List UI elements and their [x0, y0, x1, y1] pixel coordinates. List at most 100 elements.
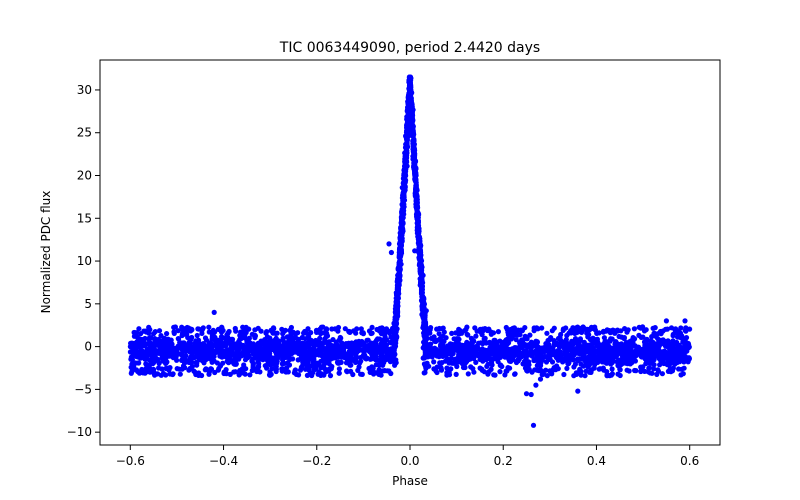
data-point — [383, 354, 390, 360]
data-point — [161, 357, 167, 363]
data-point — [456, 336, 462, 342]
data-point — [411, 150, 417, 156]
data-point — [624, 343, 630, 350]
data-point — [517, 340, 523, 347]
data-point — [400, 192, 406, 198]
data-point — [273, 368, 279, 375]
data-point — [456, 350, 462, 357]
data-point — [373, 343, 379, 349]
data-point — [454, 363, 460, 370]
data-point — [566, 341, 572, 347]
data-point — [603, 352, 609, 358]
data-point — [252, 327, 258, 333]
data-point — [470, 353, 476, 359]
data-point — [191, 368, 197, 374]
data-point — [524, 367, 530, 374]
data-point — [480, 341, 486, 347]
data-point — [468, 335, 474, 341]
data-point — [417, 268, 423, 274]
data-point — [166, 345, 172, 351]
data-point — [615, 328, 621, 334]
data-point — [405, 133, 411, 139]
data-point — [415, 227, 421, 233]
data-point — [353, 350, 359, 356]
data-point — [543, 367, 549, 373]
data-point — [597, 349, 604, 355]
data-point — [379, 325, 385, 331]
data-point — [156, 365, 162, 371]
data-point — [459, 360, 465, 367]
data-point — [181, 348, 187, 354]
data-point — [284, 352, 290, 359]
data-point — [418, 276, 424, 282]
data-point — [152, 329, 158, 335]
data-point — [286, 362, 293, 368]
data-point — [654, 371, 660, 377]
data-point — [435, 337, 441, 343]
data-point — [195, 371, 201, 377]
data-point — [379, 353, 385, 359]
data-point — [350, 371, 356, 378]
data-point — [127, 349, 133, 355]
data-point — [557, 349, 563, 355]
data-point — [669, 368, 676, 374]
data-point — [397, 250, 403, 256]
data-point — [134, 350, 140, 356]
y-tick-label: 5 — [84, 297, 92, 311]
data-point — [238, 329, 244, 335]
data-point — [441, 338, 447, 344]
data-point — [369, 330, 375, 336]
data-point — [279, 352, 285, 358]
data-point — [280, 357, 286, 363]
data-point — [335, 354, 341, 360]
data-point — [617, 366, 623, 372]
data-point — [651, 366, 657, 372]
data-point — [239, 366, 245, 372]
data-point — [492, 337, 498, 343]
data-point — [397, 258, 403, 264]
data-point — [136, 326, 142, 332]
data-point — [406, 86, 412, 92]
data-point — [231, 361, 237, 367]
data-point — [474, 328, 480, 334]
data-point — [369, 324, 375, 330]
data-point — [374, 349, 380, 355]
data-point — [603, 339, 609, 345]
data-point — [488, 366, 494, 372]
data-point — [258, 341, 264, 347]
data-point — [452, 341, 458, 348]
data-point — [202, 335, 209, 341]
data-point — [238, 335, 244, 342]
x-axis-label: Phase — [392, 474, 428, 488]
data-point — [160, 352, 166, 358]
data-point — [414, 194, 420, 201]
data-point — [404, 150, 410, 156]
data-point — [285, 341, 291, 347]
data-point — [241, 346, 247, 352]
data-point — [616, 333, 622, 340]
data-point — [453, 371, 459, 377]
data-point — [636, 332, 642, 338]
data-point — [533, 338, 539, 344]
data-point — [395, 296, 401, 302]
data-point — [660, 328, 666, 334]
data-point — [506, 330, 512, 336]
data-point — [641, 328, 648, 334]
data-point — [323, 349, 329, 355]
data-point — [262, 337, 268, 343]
data-point — [314, 329, 320, 335]
data-point — [659, 371, 666, 377]
data-point — [137, 370, 143, 376]
data-point — [554, 363, 560, 369]
data-point — [423, 345, 429, 351]
data-point — [231, 369, 237, 375]
data-point — [186, 367, 192, 373]
data-point — [246, 353, 252, 359]
data-point — [284, 334, 290, 340]
data-point — [236, 356, 242, 362]
data-point — [572, 361, 579, 367]
data-point — [143, 350, 149, 356]
data-point — [134, 339, 140, 345]
data-point — [291, 345, 297, 351]
data-point — [380, 358, 386, 364]
